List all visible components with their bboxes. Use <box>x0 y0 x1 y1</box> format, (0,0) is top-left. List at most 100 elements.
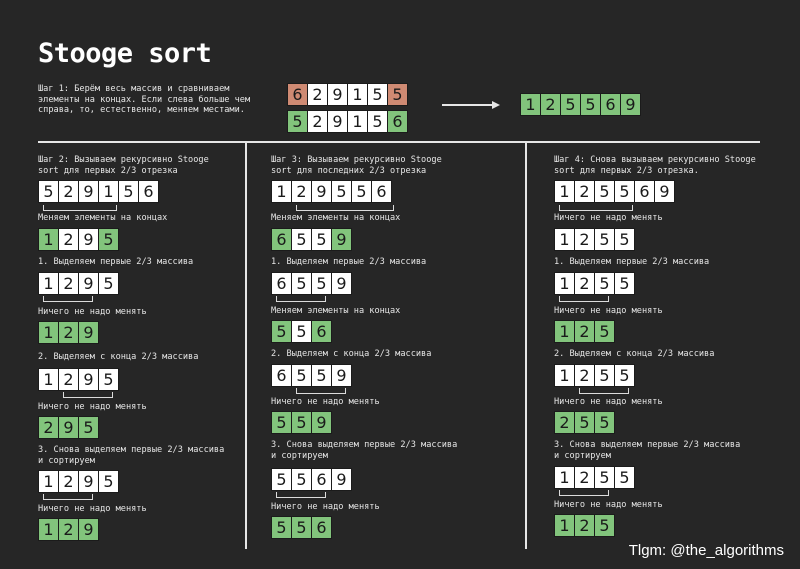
step2-sub3-bracket <box>43 494 93 500</box>
array-cell: 2 <box>554 411 575 434</box>
array-cell: 6 <box>271 364 292 387</box>
array-cell: 5 <box>98 470 119 493</box>
step3-bracket <box>296 205 394 211</box>
array-cell: 9 <box>311 180 332 203</box>
array-cell: 5 <box>291 411 312 434</box>
watermark: Tlgm: @the_algorithms <box>628 542 784 559</box>
array-cell: 1 <box>38 368 59 391</box>
array-cell: 9 <box>78 321 99 344</box>
array-cell: 1 <box>554 320 575 343</box>
step3-sub1-note: Меняем элементы на концах <box>271 306 401 316</box>
array-cell: 5 <box>118 180 139 203</box>
array-cell: 1 <box>554 228 575 251</box>
step2-sub1-bracket <box>43 296 93 302</box>
array-cell: 5 <box>98 368 119 391</box>
array-cell: 5 <box>387 83 408 106</box>
step4-sub1-note: Ничего не надо менять <box>554 306 663 316</box>
arrow-line <box>442 104 492 106</box>
step4-sub3-note: Ничего не надо менять <box>554 500 663 510</box>
step4-heading: Шаг 4: Снова вызываем рекурсивно Stooge … <box>554 155 756 176</box>
step4-sub1-label: 1. Выделяем первые 2/3 массива <box>554 257 710 267</box>
step2-heading: Шаг 2: Вызываем рекурсивно Stooge sort д… <box>38 155 209 176</box>
array-cell: 5 <box>594 180 615 203</box>
step2-sub3-label: 3. Снова выделяем первые 2/3 массива и с… <box>38 445 225 466</box>
array-cell: 5 <box>614 228 635 251</box>
array-cell: 2 <box>38 416 59 439</box>
array-cell: 5 <box>271 320 292 343</box>
array-cell: 9 <box>78 518 99 541</box>
array-cell: 5 <box>271 468 292 491</box>
array-cell: 6 <box>634 180 655 203</box>
array-cell: 5 <box>271 411 292 434</box>
array-cell: 5 <box>594 228 615 251</box>
arrow-right-icon <box>492 101 500 109</box>
array-cell: 1 <box>38 321 59 344</box>
array-cell: 9 <box>331 228 352 251</box>
array-cell: 5 <box>594 272 615 295</box>
step2-sub2-label: 2. Выделяем с конца 2/3 массива <box>38 352 199 362</box>
array-cell: 1 <box>554 272 575 295</box>
array-cell: 9 <box>78 180 99 203</box>
array-cell: 5 <box>291 364 312 387</box>
array-cell: 9 <box>78 228 99 251</box>
array-cell: 5 <box>291 272 312 295</box>
array-cell: 9 <box>311 411 332 434</box>
array-cell: 6 <box>271 272 292 295</box>
array-cell: 5 <box>594 364 615 387</box>
array-cell: 5 <box>614 272 635 295</box>
array-cell: 2 <box>58 228 79 251</box>
array-cell: 5 <box>311 364 332 387</box>
step4-bracket <box>559 205 633 211</box>
array-cell: 2 <box>574 320 595 343</box>
array-cell: 6 <box>387 110 408 133</box>
array-cell: 5 <box>311 228 332 251</box>
array-cell: 5 <box>331 180 352 203</box>
step4-swap-label: Ничего не надо менять <box>554 213 663 223</box>
step2-bracket <box>43 205 117 211</box>
array-cell: 5 <box>614 364 635 387</box>
array-cell: 2 <box>540 93 561 116</box>
array-cell: 6 <box>311 468 332 491</box>
array-cell: 2 <box>574 228 595 251</box>
array-cell: 1 <box>347 110 368 133</box>
array-cell: 5 <box>560 93 581 116</box>
step4-sub1-bracket <box>559 296 609 302</box>
array-cell: 2 <box>58 180 79 203</box>
step3-sub1-bracket <box>276 296 326 302</box>
step3-sub3-label: 3. Снова выделяем первые 2/3 массива и с… <box>271 440 458 461</box>
array-cell: 9 <box>327 110 348 133</box>
array-cell: 2 <box>58 368 79 391</box>
array-cell: 5 <box>291 468 312 491</box>
step2-sub2-bracket <box>63 392 113 398</box>
array-cell: 6 <box>371 180 392 203</box>
step3-swap-label: Меняем элементы на концах <box>271 213 401 223</box>
array-cell: 2 <box>574 466 595 489</box>
array-cell: 1 <box>554 514 575 537</box>
step3-sub2-note: Ничего не надо менять <box>271 397 380 407</box>
step3-sub1-label: 1. Выделяем первые 2/3 массива <box>271 257 427 267</box>
array-cell: 1 <box>271 180 292 203</box>
array-cell: 1 <box>554 364 575 387</box>
array-cell: 6 <box>271 228 292 251</box>
array-cell: 5 <box>594 514 615 537</box>
array-cell: 2 <box>307 83 328 106</box>
array-cell: 5 <box>367 83 388 106</box>
